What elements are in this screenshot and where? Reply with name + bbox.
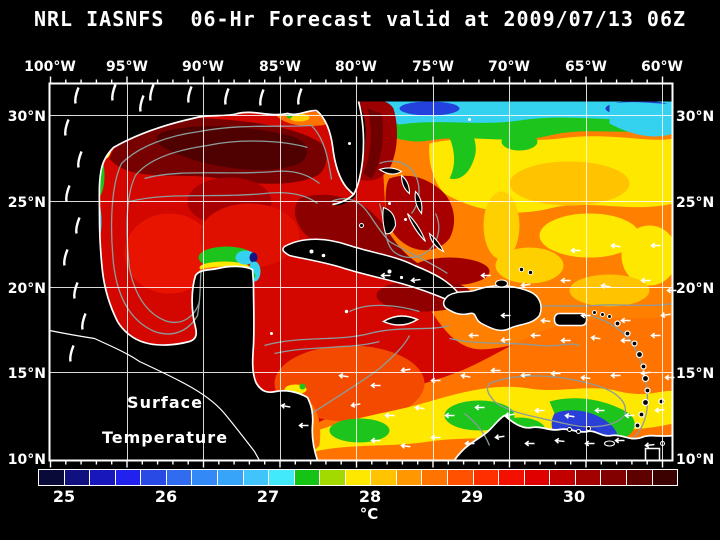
lat-label-right-30n: 30°N — [676, 109, 715, 125]
colorbar-cell — [243, 470, 270, 485]
colorbar-tick-27: 27 — [256, 487, 280, 506]
island-abaco — [400, 174, 411, 195]
lon-label-75w: 75°W — [412, 59, 454, 75]
overlay-label-surface: Surface — [127, 393, 203, 412]
lat-label-left-10n: 10°N — [7, 452, 46, 468]
overlay-label-temperature: Temperature — [101, 428, 229, 447]
lat-label-right-15n: 15°N — [676, 366, 715, 382]
colorbar-cell — [575, 470, 602, 485]
island-exuma — [406, 213, 427, 242]
colorbar-cell — [217, 470, 244, 485]
colorbar-cell — [320, 470, 346, 485]
colorbar-tick-25: 25 — [52, 487, 76, 506]
island-andros — [382, 206, 397, 235]
lon-label-85w: 85°W — [259, 59, 301, 75]
colorbar-tick-28: 28 — [358, 487, 382, 506]
colorbar-cell — [448, 470, 474, 485]
colorbar-cell — [345, 470, 372, 485]
island-jamaica — [381, 315, 420, 326]
colorbar-cell — [499, 470, 525, 485]
colorbar-cell — [550, 470, 576, 485]
colorbar-cell — [601, 470, 627, 485]
coastlines — [49, 101, 674, 461]
cloud-flecks — [270, 118, 471, 335]
grid-lines — [49, 83, 673, 461]
colorbar-tick-26: 26 — [154, 487, 178, 506]
lat-label-right-20n: 20°N — [676, 281, 715, 297]
lon-label-80w: 80°W — [335, 59, 377, 75]
lat-label-left-30n: 30°N — [7, 109, 46, 125]
colorbar-cell — [652, 470, 678, 485]
colorbar-cell — [422, 470, 448, 485]
colorbar-tick-30: 30 — [562, 487, 586, 506]
colorbar-cell — [141, 470, 167, 485]
lon-label-90w: 90°W — [182, 59, 224, 75]
colorbar-tick-29: 29 — [460, 487, 484, 506]
island-cuba — [282, 238, 460, 303]
islands — [282, 167, 665, 462]
colorbar-cell — [269, 470, 295, 485]
colorbar-cell — [371, 470, 397, 485]
colorbar-cell — [524, 470, 551, 485]
page-title: NRL IASNFS 06-Hr Forecast valid at 2009/… — [33, 7, 687, 31]
lat-label-right-25n: 25°N — [676, 195, 715, 211]
island-grand-bahama — [378, 167, 403, 175]
lat-label-left-20n: 20°N — [7, 281, 46, 297]
colorbar-cell — [626, 470, 653, 485]
colorbar-cell — [166, 470, 193, 485]
colorbar-cell — [473, 470, 500, 485]
lat-label-left-15n: 15°N — [7, 366, 46, 382]
colorbar-cell — [192, 470, 218, 485]
lat-label-left-25n: 25°N — [7, 195, 46, 211]
lon-label-60w: 60°W — [641, 59, 683, 75]
map-frame — [48, 82, 674, 462]
colorbar-unit: °C — [359, 505, 379, 523]
colorbar — [38, 469, 678, 486]
lon-label-70w: 70°W — [488, 59, 530, 75]
colorbar-cell — [294, 470, 321, 485]
lon-label-65w: 65°W — [565, 59, 607, 75]
colorbar-cell — [39, 470, 65, 485]
island-eleuthera — [414, 190, 423, 215]
lon-label-100w: 100°W — [24, 59, 76, 75]
island-trinidad — [644, 447, 661, 462]
colorbar-cell — [115, 470, 142, 485]
colorbar-cell — [396, 470, 423, 485]
lat-label-right-10n: 10°N — [676, 452, 715, 468]
colorbar-cell — [90, 470, 116, 485]
lon-label-95w: 95°W — [106, 59, 148, 75]
colorbar-cell — [64, 470, 91, 485]
